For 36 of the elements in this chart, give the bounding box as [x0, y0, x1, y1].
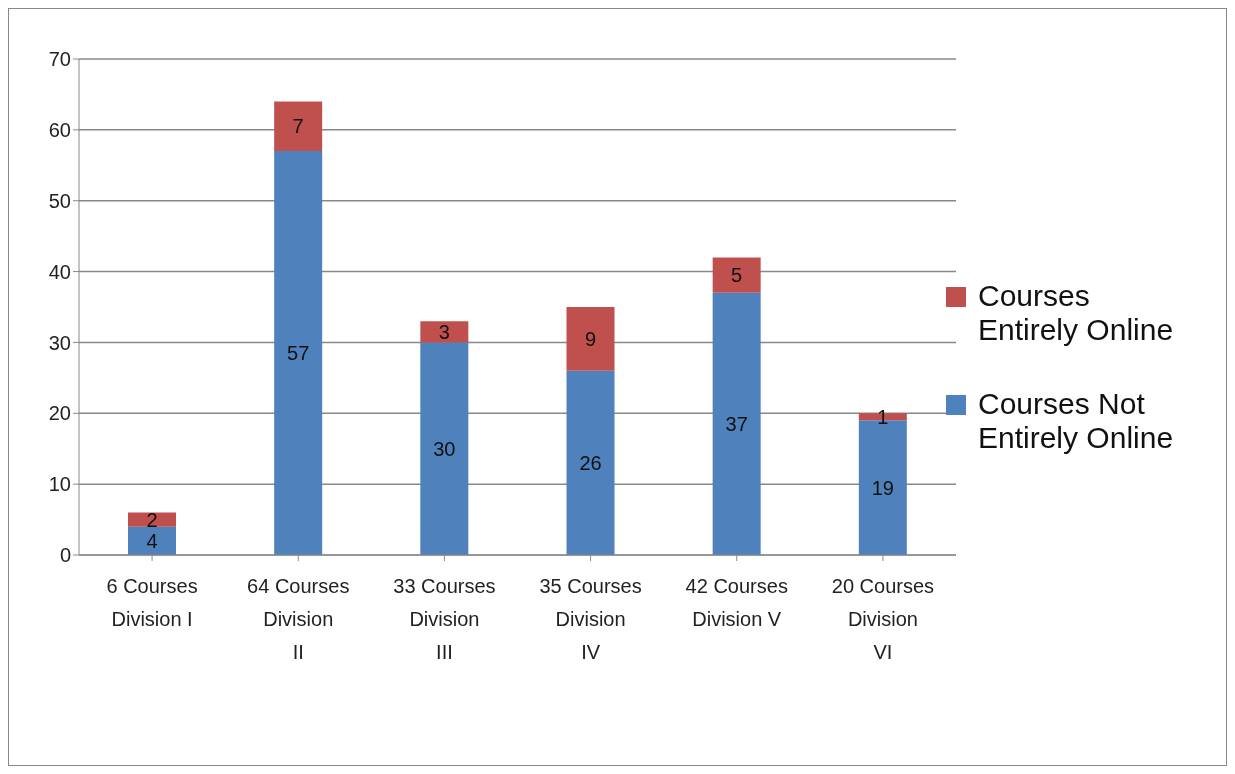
legend-label: Courses Entirely Online	[978, 279, 1175, 347]
x-tick-label: 64 Courses Division II	[247, 575, 350, 663]
x-tick-label: 20 Courses Division VI	[831, 575, 935, 663]
data-label: 30	[433, 437, 456, 460]
x-tick-label: 42 Courses Division V	[685, 575, 788, 630]
bar	[420, 342, 469, 555]
data-label: 37	[725, 413, 748, 436]
bar	[566, 370, 615, 555]
legend-label: Courses Not Entirely Online	[978, 387, 1175, 455]
bar	[128, 512, 176, 527]
bar	[274, 151, 323, 555]
data-label: 2	[146, 508, 158, 531]
y-tick-label: 0	[59, 544, 71, 567]
y-tick-label: 60	[48, 118, 71, 141]
x-tick-label: 6 Courses Division I	[106, 575, 198, 630]
bar	[274, 101, 323, 152]
bar	[420, 321, 469, 343]
bar	[712, 292, 761, 555]
data-label: 26	[579, 451, 602, 474]
y-tick-label: 50	[48, 189, 71, 212]
y-tick-label: 20	[48, 402, 71, 425]
data-label: 3	[438, 320, 450, 343]
x-tick-label: 33 Courses Division III	[393, 575, 496, 663]
y-tick-label: 40	[48, 260, 71, 283]
x-tick-label: 35 Courses Division IV	[539, 575, 642, 663]
data-label: 7	[292, 115, 304, 138]
bar	[712, 257, 761, 293]
y-tick-label: 30	[48, 331, 71, 354]
data-label: 4	[146, 529, 158, 552]
y-tick-label: 70	[48, 48, 71, 71]
data-label: 57	[287, 342, 310, 365]
bar	[566, 307, 615, 371]
y-tick-label: 10	[48, 473, 71, 496]
data-label: 5	[731, 264, 743, 287]
data-label: 19	[871, 476, 894, 499]
data-label: 9	[584, 327, 597, 350]
